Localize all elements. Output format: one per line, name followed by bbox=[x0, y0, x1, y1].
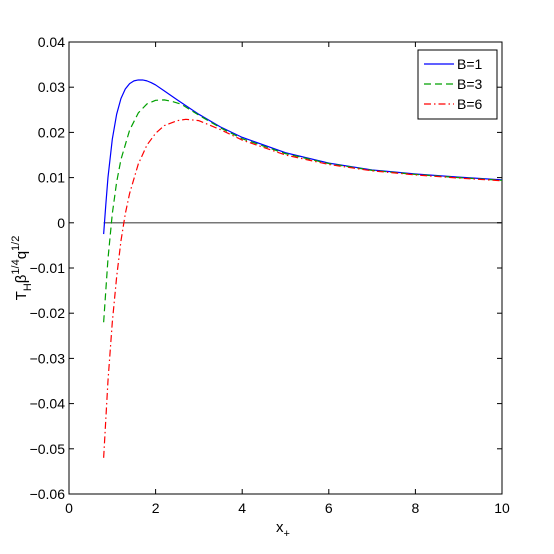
legend-label-2: B=3 bbox=[457, 76, 483, 92]
x-tick-label: 8 bbox=[412, 500, 420, 516]
y-tick-label: −0.01 bbox=[30, 260, 66, 276]
y-tick-label: −0.02 bbox=[30, 305, 66, 321]
x-tick-label: 2 bbox=[152, 500, 160, 516]
y-tick-label: 0.01 bbox=[38, 170, 65, 186]
legend-box bbox=[417, 49, 498, 120]
series-line-2 bbox=[103, 99, 503, 323]
series-line-3 bbox=[103, 118, 503, 458]
y-tick-label: −0.03 bbox=[30, 350, 66, 366]
y-tick-label: 0.03 bbox=[38, 79, 65, 95]
y-tick-label: 0.04 bbox=[38, 34, 65, 50]
y-tick-label: 0.02 bbox=[38, 124, 65, 140]
x-tick-label: 10 bbox=[494, 500, 510, 516]
y-tick-label: −0.05 bbox=[30, 441, 66, 457]
y-axis-title: THβ1/4q1/2 bbox=[10, 236, 34, 301]
legend-label-1: B=1 bbox=[457, 56, 483, 72]
x-axis-title-subscript: + bbox=[284, 528, 290, 540]
x-axis-title: x+ bbox=[276, 519, 290, 540]
x-tick-label: 6 bbox=[325, 500, 333, 516]
legend-label-3: B=6 bbox=[457, 96, 483, 112]
y-tick-label: −0.06 bbox=[30, 486, 66, 502]
x-tick-label: 0 bbox=[65, 500, 73, 516]
x-tick-label: 4 bbox=[238, 500, 246, 516]
y-tick-label: −0.04 bbox=[30, 396, 66, 412]
y-tick-label: 0 bbox=[57, 215, 65, 231]
legend: B=1 B=3 B=6 bbox=[417, 49, 498, 120]
